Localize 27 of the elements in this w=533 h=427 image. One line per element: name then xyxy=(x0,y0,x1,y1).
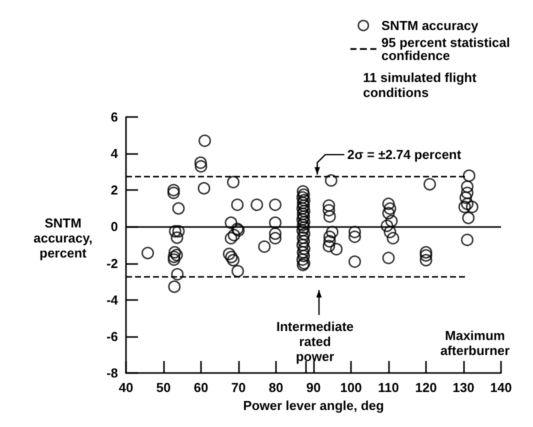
annotation: Maximum afterburner xyxy=(440,328,510,358)
y-tick-label: 4 xyxy=(110,146,119,162)
x-tick-label: 60 xyxy=(194,380,208,395)
x-tick-label: 50 xyxy=(156,380,171,395)
legend-label: SNTM accuracy xyxy=(381,18,479,33)
y-tick-label: 0 xyxy=(110,219,118,234)
y-tick-label: -6 xyxy=(106,328,118,344)
x-tick-label: 140 xyxy=(490,380,512,395)
x-tick-label: 90 xyxy=(306,380,321,395)
x-tick-label: 40 xyxy=(118,380,134,395)
x-tick-label: 120 xyxy=(415,380,437,395)
x-tick-label: 80 xyxy=(268,380,284,395)
text: 11 simulated flight conditions xyxy=(363,70,478,100)
x-tick-label: 100 xyxy=(340,380,362,395)
y-tick-label: 6 xyxy=(110,110,118,124)
x-tick-label: 70 xyxy=(231,380,246,395)
x-tick-label: 130 xyxy=(452,380,474,395)
y-axis-title: SNTM accuracy, percent xyxy=(33,216,93,260)
annotation: 2σ = ±2.74 percent xyxy=(347,147,462,162)
y-tick-label: 2 xyxy=(110,182,118,198)
x-tick-label: 110 xyxy=(378,380,399,395)
y-tick-label: -8 xyxy=(106,366,118,380)
x-axis-title: Power lever angle, deg xyxy=(243,398,384,413)
y-tick-label: -4 xyxy=(106,292,119,308)
y-tick-label: -2 xyxy=(106,256,118,271)
legend-label: 95 percent statistical confidence xyxy=(381,35,510,63)
annotation: Intermediate rated power xyxy=(276,319,354,364)
